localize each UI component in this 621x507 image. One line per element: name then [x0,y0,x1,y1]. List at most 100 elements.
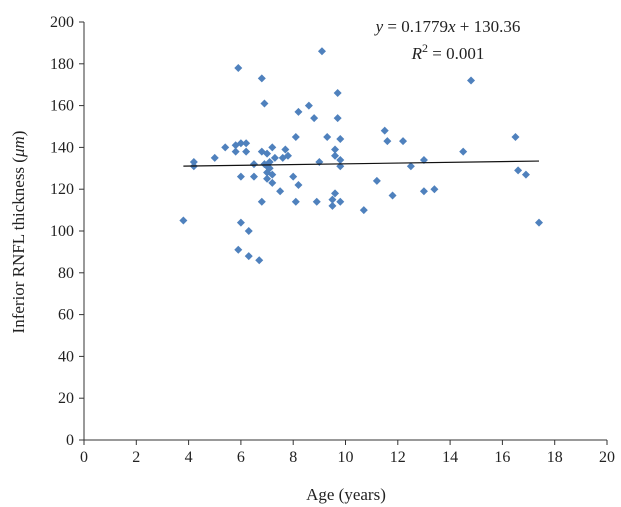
equation-slope: = 0.1779 [383,17,448,36]
data-point [359,206,368,215]
data-point [263,174,272,183]
data-point [289,172,298,181]
x-axis-title: Age (years) [306,485,386,504]
data-point [265,158,274,167]
data-point [406,162,415,171]
data-point [257,74,266,83]
data-point [514,166,523,175]
data-point [234,245,243,254]
r-squared-value: = 0.001 [428,44,484,63]
y-axis-title-prefix: Inferior RNFL thickness ( [9,157,28,334]
y-tick-label: 200 [50,14,74,31]
data-point [430,185,439,194]
data-point [399,137,408,146]
y-axis-title: Inferior RNFL thickness (μm) [9,131,28,334]
data-point [244,227,253,235]
x-tick-label: 18 [547,449,563,466]
data-point [236,218,245,227]
data-point [268,143,277,152]
data-point [291,132,300,141]
data-point [383,137,392,146]
data-point [236,139,245,148]
y-axis-title-suffix: ) [9,131,28,137]
x-tick-label: 6 [237,449,245,466]
r-squared-symbol: R [411,44,423,63]
x-tick-label: 2 [132,449,140,466]
data-point [328,195,337,204]
x-tick-label: 4 [185,449,193,466]
x-tick-label: 10 [338,449,354,466]
data-point [268,170,277,179]
data-point [336,155,345,164]
data-point [249,160,258,169]
data-point [323,132,332,141]
data-point [535,218,544,227]
data-point [333,89,342,98]
data-point [419,187,428,196]
data-point [331,145,340,154]
x-tick-label: 8 [289,449,297,466]
x-axis-ticks: 0 2 4 6 8 10 12 14 16 18 20 [80,440,615,466]
y-tick-label: 160 [50,98,74,115]
data-points [179,47,544,265]
y-axis-title-unit: μm [9,136,28,158]
data-point [263,149,272,158]
y-tick-label: 140 [50,139,74,156]
data-point [380,126,389,135]
y-tick-label: 120 [50,181,74,198]
data-point [221,143,230,152]
x-tick-label: 12 [390,449,406,466]
y-tick-label: 0 [66,432,74,449]
y-tick-label: 40 [58,348,74,365]
data-point [333,114,342,123]
data-point [283,151,292,160]
data-point [419,155,428,164]
y-tick-label: 20 [58,390,74,407]
data-point [257,197,266,206]
trendline-equation: y = 0.1779x + 130.36 [374,17,521,36]
data-point [231,147,240,156]
data-point [294,107,303,116]
y-tick-label: 100 [50,223,74,240]
equation-intercept: + 130.36 [456,17,521,36]
x-tick-label: 20 [599,449,615,466]
data-point [521,170,530,179]
r-squared-exponent: 2 [422,41,428,55]
data-point [317,47,326,56]
data-point [511,132,520,141]
x-tick-label: 0 [80,449,88,466]
x-tick-label: 14 [442,449,458,466]
data-point [179,216,188,225]
trendline [183,160,540,167]
data-point [236,172,245,181]
data-point [268,178,277,187]
y-tick-label: 80 [58,265,74,282]
data-point [304,101,313,110]
data-point [255,256,264,265]
data-point [328,201,337,210]
data-point [459,147,468,156]
equation-x-var: x [447,17,456,36]
data-point [336,197,345,206]
data-point [388,191,397,200]
x-tick-label: 16 [494,449,510,466]
y-axis-ticks: 0 20 40 60 80 100 120 140 160 180 200 [50,14,84,449]
data-point [294,181,303,190]
data-point [281,145,290,154]
data-point [276,187,285,196]
data-point [242,139,251,148]
data-point [249,172,258,181]
data-point [331,189,340,198]
data-point [331,151,340,160]
data-point [234,63,243,72]
data-point [244,252,253,261]
y-tick-label: 180 [50,56,74,73]
data-point [291,197,300,206]
data-point [270,153,279,162]
r-squared-label: R2 = 0.001 [411,41,485,63]
data-point [467,76,476,85]
data-point [310,114,319,123]
data-point [260,99,269,108]
y-tick-label: 60 [58,307,74,324]
